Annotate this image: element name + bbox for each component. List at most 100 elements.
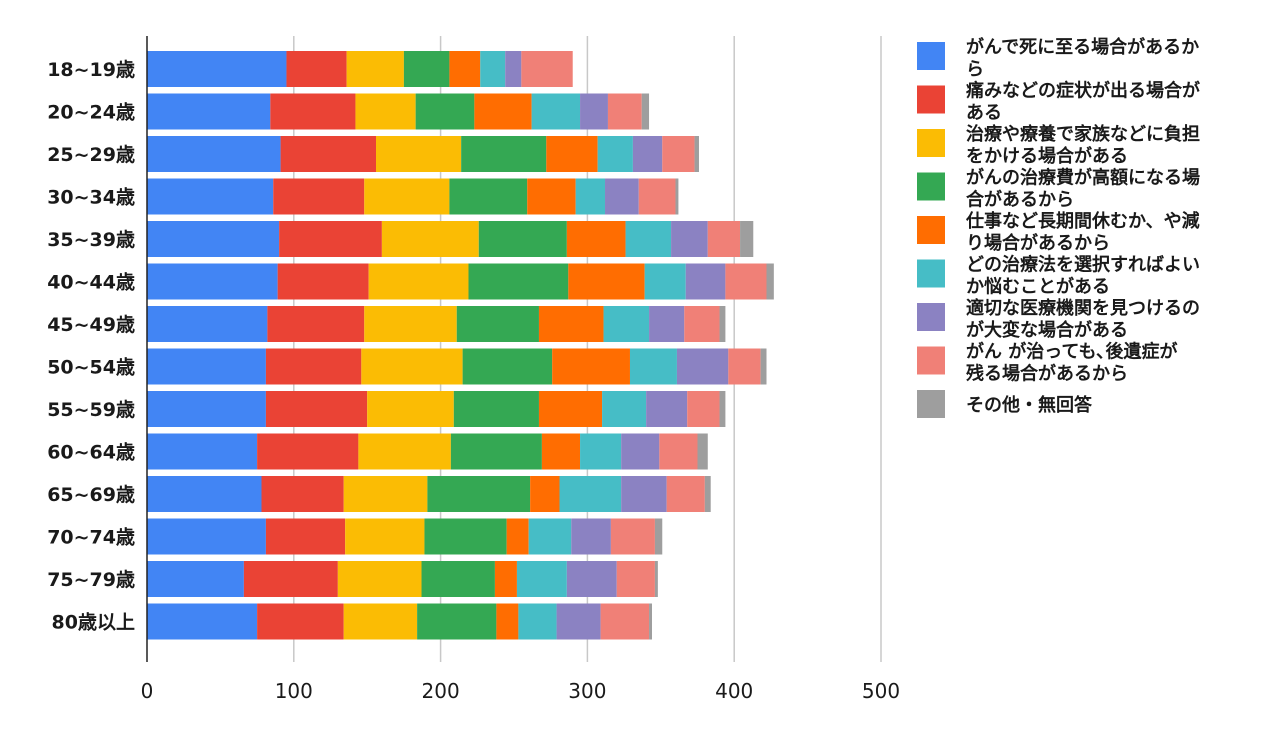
legend-swatch [917,172,945,201]
bar-segment-3-6 [597,136,633,172]
legend-label: どの治療法を選択すればよいか悩むことがある [966,254,1200,298]
bar-segment-3-5 [546,136,598,172]
legend: がんで死に至る場合があるから痛みなどの症状が出る場合がある治療や療養で家族などに… [917,36,1200,418]
bar-segment-11-9 [704,476,711,512]
x-tick-label: 300 [568,679,606,703]
legend-label: がんの治療費が高額になる場合があるから [966,167,1200,211]
bar-segment-4-2 [273,178,365,215]
bar-segment-12-7 [571,518,611,555]
bar-segment-12-3 [345,518,425,555]
x-tick-labels: 0 100 200 300 400 500 [141,679,900,703]
legend-label: 痛みなどの症状が出る場合がある [966,80,1200,124]
bar-segment-9-8 [687,391,720,427]
bar-segment-8-5 [552,348,630,385]
bar-segment-3-9 [694,136,699,172]
bar-segment-7-2 [267,306,365,342]
legend-label: 適切な医療機関を見つけるのが大変な場合がある [966,297,1200,341]
bar-segment-3-7 [632,136,663,172]
bar-segment-2-2 [270,93,356,130]
legend-label: がんで死に至る場合があるから [966,36,1199,80]
legend-swatch [917,85,945,114]
bar-segment-11-5 [530,476,560,512]
bar-segment-13-6 [516,561,567,597]
bar-segment-5-3 [381,221,479,257]
bar-segment-8-9 [760,348,767,385]
bar-segment-14-3 [343,603,418,640]
bar-segment-10-3 [358,433,451,470]
bar-segment-5-6 [625,221,672,257]
bar-segment-14-2 [257,603,344,640]
bar-segment-13-4 [421,561,495,597]
legend-swatch [917,259,945,288]
bar-segment-8-6 [629,348,677,385]
category-label: 20~24歳 [47,102,135,124]
bar-segment-3-2 [280,136,377,172]
bar-segment-11-6 [559,476,622,512]
legend-label: がん が治っても､後遺症が残る場合があるから [966,341,1177,385]
category-label: 50~54歳 [47,357,135,379]
category-label: 45~49歳 [47,314,135,336]
bar-segment-14-1 [147,603,258,640]
bar-segment-3-1 [147,136,281,172]
bar-segment-10-8 [659,433,698,470]
category-label: 25~29歳 [47,144,135,166]
bar-segment-6-9 [766,263,774,300]
bar-segment-12-1 [147,518,266,555]
bar-segment-1-1 [147,51,287,87]
bar-segment-11-4 [427,476,531,512]
bar-segment-6-8 [725,263,767,300]
bar-segment-6-2 [277,263,369,300]
bar-segment-5-8 [707,221,741,257]
bar-segment-2-4 [415,93,475,130]
category-label: 18~19歳 [47,59,135,81]
bar-segment-4-1 [147,178,274,215]
category-label: 70~74歳 [47,527,135,549]
bar-segment-10-2 [257,433,359,470]
legend-swatch [917,42,945,70]
x-tick-label: 400 [715,679,753,703]
bar-segment-7-9 [719,306,726,342]
bar-segment-9-2 [265,391,368,427]
bar-segment-12-9 [654,518,663,555]
bar-segment-13-9 [654,561,658,597]
bar-segment-11-2 [261,476,344,512]
legend-label: 仕事など長期間休むか、や減り場合があるから [965,210,1200,254]
bar-segment-2-9 [641,93,650,130]
bar-segment-5-5 [566,221,626,257]
bar-segment-2-3 [355,93,416,130]
bar-segment-12-8 [610,518,655,555]
bar-segment-10-9 [697,433,708,470]
bar-segment-12-4 [424,518,507,555]
bar-segment-3-4 [461,136,547,172]
category-label: 60~64歳 [47,442,135,464]
legend-swatch [917,216,945,244]
bar-segment-7-6 [603,306,650,342]
bar-segment-8-4 [462,348,553,385]
legend-swatch [917,346,945,375]
bar-segment-8-7 [676,348,729,385]
bar-segment-7-4 [456,306,539,342]
category-label: 80歳以上 [52,612,135,634]
bar-segment-4-9 [675,178,679,215]
legend-swatch [917,129,945,157]
bar-segment-1-5 [449,51,481,87]
x-tick-label: 0 [141,679,154,703]
bar-segment-5-2 [279,221,382,257]
bar-segment-2-7 [580,93,608,130]
bar-segment-11-7 [621,476,667,512]
bar-segment-12-2 [265,518,346,555]
bar-segment-4-5 [527,178,576,215]
bar-segment-6-6 [644,263,686,300]
bar-segment-7-7 [649,306,685,342]
bar-segment-9-4 [453,391,539,427]
bar-segment-3-3 [376,136,462,172]
bar-segment-5-9 [740,221,754,257]
bar-segment-6-1 [147,263,278,300]
bar-segment-9-9 [719,391,726,427]
bar-segment-13-8 [616,561,655,597]
bar-segment-14-7 [556,603,601,640]
legend-swatch [917,303,945,331]
bar-segment-1-6 [480,51,506,87]
bar-segment-8-2 [265,348,362,385]
